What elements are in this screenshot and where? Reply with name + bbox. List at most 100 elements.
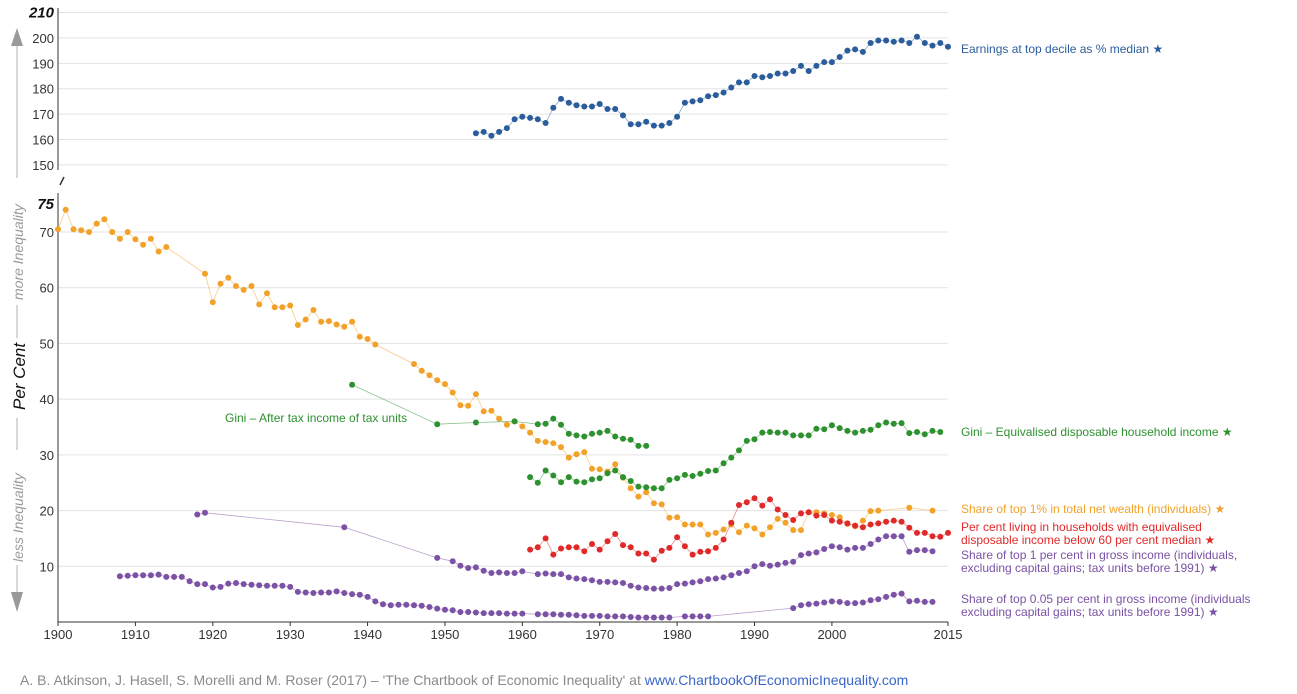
label-income-top1-line2: excluding capital gains; tax units befor… <box>961 561 1219 575</box>
data-point <box>929 427 936 434</box>
data-point <box>666 476 673 483</box>
data-point <box>109 229 116 235</box>
data-point <box>658 614 665 621</box>
series-line <box>57 208 933 536</box>
data-point <box>712 92 719 99</box>
data-point <box>565 99 572 106</box>
data-point <box>875 422 882 429</box>
data-point <box>70 226 77 233</box>
data-point <box>503 421 510 428</box>
data-point <box>147 235 154 242</box>
data-point <box>480 408 487 415</box>
data-point <box>867 508 874 515</box>
data-point <box>813 549 820 556</box>
data-point <box>442 606 448 613</box>
data-point <box>898 518 905 525</box>
data-point <box>534 421 541 428</box>
data-point <box>627 614 634 620</box>
data-point <box>519 423 526 430</box>
data-point <box>728 519 735 526</box>
x-tick-label: 1980 <box>663 627 692 642</box>
data-point <box>774 515 781 522</box>
source-footer: A. B. Atkinson, J. Hasell, S. Morelli an… <box>20 672 908 688</box>
data-point <box>767 496 773 503</box>
data-point <box>689 521 696 528</box>
data-point <box>859 427 866 434</box>
y-tick-label: 190 <box>32 56 54 71</box>
data-point <box>604 106 611 112</box>
data-point <box>743 522 750 529</box>
data-point <box>689 473 696 479</box>
data-point <box>875 507 882 514</box>
data-point <box>472 564 479 571</box>
y-tick-label: 170 <box>32 107 54 122</box>
data-point <box>519 568 526 575</box>
data-point <box>790 605 797 612</box>
data-point <box>558 421 564 428</box>
data-point <box>589 465 595 472</box>
data-point <box>643 550 650 557</box>
data-point <box>534 437 541 444</box>
series-line <box>119 574 933 618</box>
source-link[interactable]: www.ChartbookOfEconomicInequality.com <box>644 672 909 688</box>
data-point <box>767 429 773 435</box>
data-point <box>472 130 479 137</box>
data-point <box>697 97 704 104</box>
data-point <box>519 610 526 617</box>
data-point <box>805 550 812 557</box>
data-point <box>550 571 557 578</box>
data-point <box>650 500 657 507</box>
data-point <box>875 536 882 543</box>
data-point <box>279 304 286 311</box>
data-point <box>527 429 534 436</box>
data-point <box>581 612 588 619</box>
data-point <box>264 582 270 589</box>
data-point <box>573 612 580 619</box>
data-point <box>828 422 835 429</box>
data-point <box>751 73 758 79</box>
data-point <box>674 514 681 521</box>
data-point <box>681 99 688 106</box>
data-point <box>558 611 564 618</box>
data-point <box>511 418 518 425</box>
data-point <box>534 479 541 486</box>
data-point <box>674 113 681 120</box>
y-tick-label: 40 <box>40 392 54 407</box>
arrow-down-icon <box>11 592 23 612</box>
data-point <box>589 612 595 619</box>
data-point <box>751 495 758 502</box>
data-point <box>883 37 890 44</box>
data-point <box>589 476 595 483</box>
data-point <box>867 426 874 433</box>
data-point <box>883 533 890 540</box>
data-point <box>743 499 750 506</box>
data-point <box>302 589 309 596</box>
y-tick-label: 60 <box>40 281 54 296</box>
data-point <box>318 318 325 325</box>
data-point <box>186 578 193 585</box>
data-point <box>627 121 634 128</box>
data-point <box>233 580 239 586</box>
data-point <box>581 103 588 110</box>
data-point <box>333 588 340 595</box>
data-point <box>542 611 549 618</box>
y-tick-label: 20 <box>40 504 54 519</box>
data-point <box>852 429 859 436</box>
data-point <box>828 543 835 550</box>
data-point <box>697 470 704 477</box>
data-point <box>705 613 712 620</box>
data-point <box>798 510 804 517</box>
data-point <box>689 613 696 620</box>
data-point <box>650 122 657 129</box>
data-point <box>240 581 247 588</box>
lower-panel-grid <box>58 231 948 567</box>
data-point <box>271 304 278 311</box>
y-tick-label: 210 <box>28 5 55 22</box>
data-point <box>511 116 518 123</box>
y-tick-label: 150 <box>32 158 54 173</box>
data-point <box>658 585 665 592</box>
data-point <box>294 322 301 328</box>
data-point <box>697 521 704 528</box>
data-point <box>720 460 727 467</box>
data-point <box>140 572 147 579</box>
